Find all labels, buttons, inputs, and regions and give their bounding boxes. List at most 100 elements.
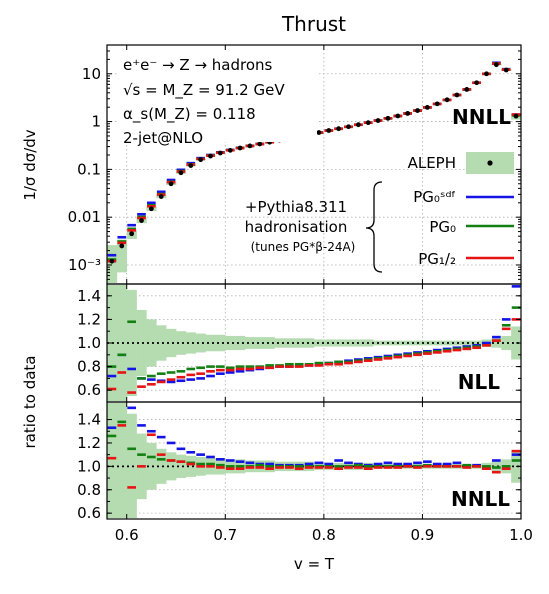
aleph-data-point — [139, 218, 144, 223]
aleph-data-point — [513, 113, 519, 119]
aleph-data-point — [346, 124, 351, 130]
data-uncertainty-band — [264, 337, 275, 349]
y-tick-label: 0.6 — [77, 381, 101, 399]
data-uncertainty-band — [294, 338, 305, 348]
data-uncertainty-band — [245, 337, 256, 349]
y-tick-label: 1.2 — [77, 310, 101, 328]
y-tick-label: 1.4 — [77, 287, 101, 305]
aleph-data-point — [434, 101, 440, 107]
x-tick-label: 0.7 — [213, 526, 237, 544]
data-uncertainty-band — [284, 338, 295, 348]
data-uncertainty-band — [176, 454, 187, 479]
legend: ALEPH PG₀ˢᵈᶠ PG₀ PG₁/₂ — [408, 152, 514, 268]
aleph-data-point — [188, 163, 194, 168]
x-tick-label: 1.0 — [509, 526, 533, 544]
data-uncertainty-band — [195, 333, 206, 353]
pythia-annotation-line1: +Pythia8.311 — [245, 198, 347, 216]
ratio-nnll-series — [107, 406, 521, 489]
y-tick-label: 10⁻³ — [68, 256, 101, 274]
legend-pg0-label: PG₀ — [429, 218, 456, 236]
data-uncertainty-band — [156, 448, 167, 484]
aleph-data-point — [493, 62, 499, 68]
brace-icon — [365, 181, 383, 273]
data-uncertainty-band — [126, 289, 137, 397]
y-tick-label: 1 — [91, 113, 101, 131]
y-tick-label: 10 — [82, 65, 101, 83]
data-uncertainty-band — [116, 239, 128, 273]
ratio-nnll-panel: 0.6 0.8 1.0 1.2 1.4 — [77, 401, 522, 522]
aleph-data-point — [208, 153, 213, 159]
y-tick-label: 1.4 — [77, 411, 101, 429]
data-uncertainty-band — [166, 452, 177, 481]
annotation-backdrop — [117, 50, 317, 142]
aleph-data-point — [148, 206, 154, 212]
data-uncertainty-band — [314, 339, 325, 347]
aleph-data-point — [365, 120, 371, 126]
data-uncertainty-band — [116, 403, 128, 518]
x-axis-label: v = T — [294, 555, 335, 573]
y-tick-label: 0.8 — [77, 481, 101, 499]
data-uncertainty-band — [501, 335, 512, 351]
ratio-nll-series — [107, 285, 521, 394]
aleph-data-point — [464, 87, 470, 92]
data-uncertainty-band — [225, 335, 236, 351]
aleph-data-point — [129, 231, 135, 237]
legend-pg12-label: PG₁/₂ — [418, 250, 456, 268]
y-tick-label: 1.2 — [77, 434, 101, 452]
pythia-annotation-line3: (tunes PG*β-24A) — [251, 240, 356, 254]
aleph-data-point — [336, 126, 342, 132]
aleph-data-point — [227, 147, 233, 153]
ratio-nnll-label: NNLL — [451, 487, 510, 511]
data-uncertainty-band — [235, 335, 246, 351]
aleph-data-point — [316, 130, 322, 135]
y-tick-label: 1.0 — [77, 334, 101, 352]
y-axis-label-top: 1/σ dσ/dv — [21, 129, 39, 200]
aleph-data-point — [474, 80, 480, 86]
aleph-data-point — [405, 111, 411, 116]
data-uncertainty-band — [107, 403, 118, 518]
data-uncertainty-band — [176, 331, 187, 355]
data-uncertainty-band — [146, 442, 157, 490]
aleph-data-point — [444, 97, 450, 103]
ratio-nll-label-backdrop — [440, 370, 512, 396]
aleph-data-point — [178, 170, 184, 176]
aleph-data-point — [158, 194, 164, 199]
y-tick-label: 0.6 — [77, 504, 101, 522]
x-tick-labels: 0.6 0.7 0.8 0.9 1.0 — [115, 526, 533, 544]
aleph-data-point — [385, 115, 391, 121]
x-tick-label: 0.9 — [410, 526, 434, 544]
data-uncertainty-band — [215, 334, 226, 352]
top-panel-label: NNLL — [452, 105, 511, 129]
data-uncertainty-band — [146, 319, 157, 367]
aleph-data-point — [326, 128, 332, 133]
aleph-data-point — [168, 181, 174, 187]
data-uncertainty-band — [156, 325, 167, 361]
ratio-nnll-label-backdrop — [432, 486, 512, 512]
ratio-nll-panel: 0.6 0.8 1.0 1.2 1.4 — [77, 283, 522, 403]
aleph-data-point — [503, 67, 509, 73]
data-uncertainty-band — [461, 340, 473, 346]
aleph-data-point — [395, 113, 401, 119]
ratio-nnll-frame — [106, 401, 522, 520]
data-uncertainty-band — [274, 338, 285, 348]
x-tick-label: 0.6 — [115, 526, 139, 544]
ratio-nll-ticks: 0.6 0.8 1.0 1.2 1.4 — [77, 284, 522, 403]
aleph-data-point — [198, 157, 204, 163]
aleph-data-point — [217, 150, 223, 156]
data-uncertainty-band — [116, 285, 128, 401]
legend-aleph-label: ALEPH — [408, 154, 456, 172]
data-uncertainty-band — [107, 245, 118, 283]
y-tick-label: 0.8 — [77, 358, 101, 376]
data-uncertainty-band — [185, 332, 197, 354]
ratio-nll-label: NLL — [458, 370, 500, 394]
aleph-data-point — [237, 145, 243, 151]
process-annotation: e⁺e⁻ → Z → hadrons — [123, 56, 273, 74]
alpha-s-annotation: α_s(M_Z) = 0.118 — [123, 105, 256, 124]
data-uncertainty-band — [254, 337, 266, 349]
x-tick-label: 0.8 — [312, 526, 336, 544]
energy-annotation: √s = M_Z = 91.2 GeV — [123, 81, 285, 100]
aleph-data-point — [375, 118, 381, 123]
aleph-data-point — [247, 143, 253, 149]
legend-pg0sdf-label: PG₀ˢᵈᶠ — [413, 188, 456, 206]
